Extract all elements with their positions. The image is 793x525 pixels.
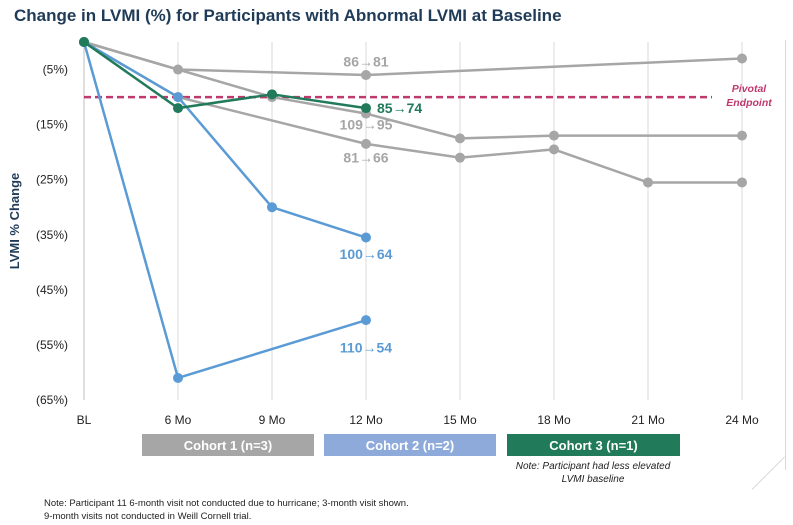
series-4-point-3 xyxy=(267,202,277,213)
series-6-point-2 xyxy=(173,103,183,114)
series-6-point-3 xyxy=(267,89,277,100)
cohort-3-note: Note: Participant had less elevated LVMI… xyxy=(515,461,671,485)
grid-layer xyxy=(177,42,743,400)
series-4-point-2 xyxy=(173,92,183,103)
reference-layer: Pivotal Endpoint xyxy=(84,83,772,109)
cohort-2-label: Cohort 2 (n=2) xyxy=(324,434,496,456)
series-4-line xyxy=(83,40,367,239)
chart-title: Change in LVMI (%) for Participants with… xyxy=(14,6,562,25)
series-3-point-7 xyxy=(737,177,747,188)
cohort-1-label: Cohort 1 (n=3) xyxy=(142,434,314,456)
series-3-point-6 xyxy=(643,177,653,188)
pivotal-endpoint-label-line1: Pivotal xyxy=(732,83,768,95)
series-5-point-2 xyxy=(173,372,183,383)
annotation-label: 81→66 xyxy=(343,150,388,166)
series-1-point-4 xyxy=(737,53,747,64)
series-6-line xyxy=(83,40,367,110)
annotation-label: 109→95 xyxy=(340,117,393,133)
series-3-point-4 xyxy=(455,152,465,163)
series-3-point-5 xyxy=(549,144,559,155)
frame-right-edge xyxy=(785,40,786,470)
y-tick-label: (55%) xyxy=(36,338,68,352)
series-2-point-4 xyxy=(455,133,465,144)
annotation-label: 110→54 xyxy=(340,340,392,356)
x-tick-label: 12 Mo xyxy=(349,413,383,427)
series-layer xyxy=(79,37,747,383)
pivotal-endpoint-label-line2: Endpoint xyxy=(726,97,772,109)
series-5-line xyxy=(82,41,367,380)
axis-layer: (5%) (15%) (25%) (35%) (45%) (55%) (65%) BL 6 Mo… xyxy=(7,42,759,427)
y-tick-label: (25%) xyxy=(36,173,68,187)
cohort-3-label: Cohort 3 (n=1) xyxy=(507,434,680,456)
x-tick-label: 9 Mo xyxy=(259,413,286,427)
series-3-point-3 xyxy=(361,138,371,149)
y-tick-label: (35%) xyxy=(36,228,68,242)
annotation-label: 100→64 xyxy=(340,246,393,262)
x-tick-label: 15 Mo xyxy=(443,413,477,427)
annotation-label: 85→74 xyxy=(377,100,422,116)
x-tick-label: 6 Mo xyxy=(165,413,192,427)
x-tick-label: 21 Mo xyxy=(631,413,665,427)
x-tick-label: BL xyxy=(77,413,92,427)
series-4-point-4 xyxy=(361,232,371,243)
y-tick-label: (5%) xyxy=(43,63,68,77)
y-axis-title: LVMI % Change xyxy=(7,173,22,270)
y-tick-label: (15%) xyxy=(36,118,68,132)
series-6-point-1 xyxy=(79,37,89,47)
annotation-label: 86→81 xyxy=(343,53,388,69)
series-5-point-3 xyxy=(361,315,371,326)
series-6-point-4 xyxy=(361,103,371,114)
footnote-line-2: 9-month visits not conducted in Weill Co… xyxy=(44,511,252,522)
footnote-line-1: Note: Participant 11 6-month visit not c… xyxy=(44,498,409,509)
series-1-point-3 xyxy=(361,70,371,81)
series-2-point-6 xyxy=(737,130,747,141)
x-tick-label: 24 Mo xyxy=(725,413,759,427)
y-tick-label: (65%) xyxy=(36,393,68,407)
x-tick-label: 18 Mo xyxy=(537,413,571,427)
y-tick-label: (45%) xyxy=(36,283,68,297)
series-2-point-5 xyxy=(549,130,559,141)
series-2-line xyxy=(83,40,742,140)
